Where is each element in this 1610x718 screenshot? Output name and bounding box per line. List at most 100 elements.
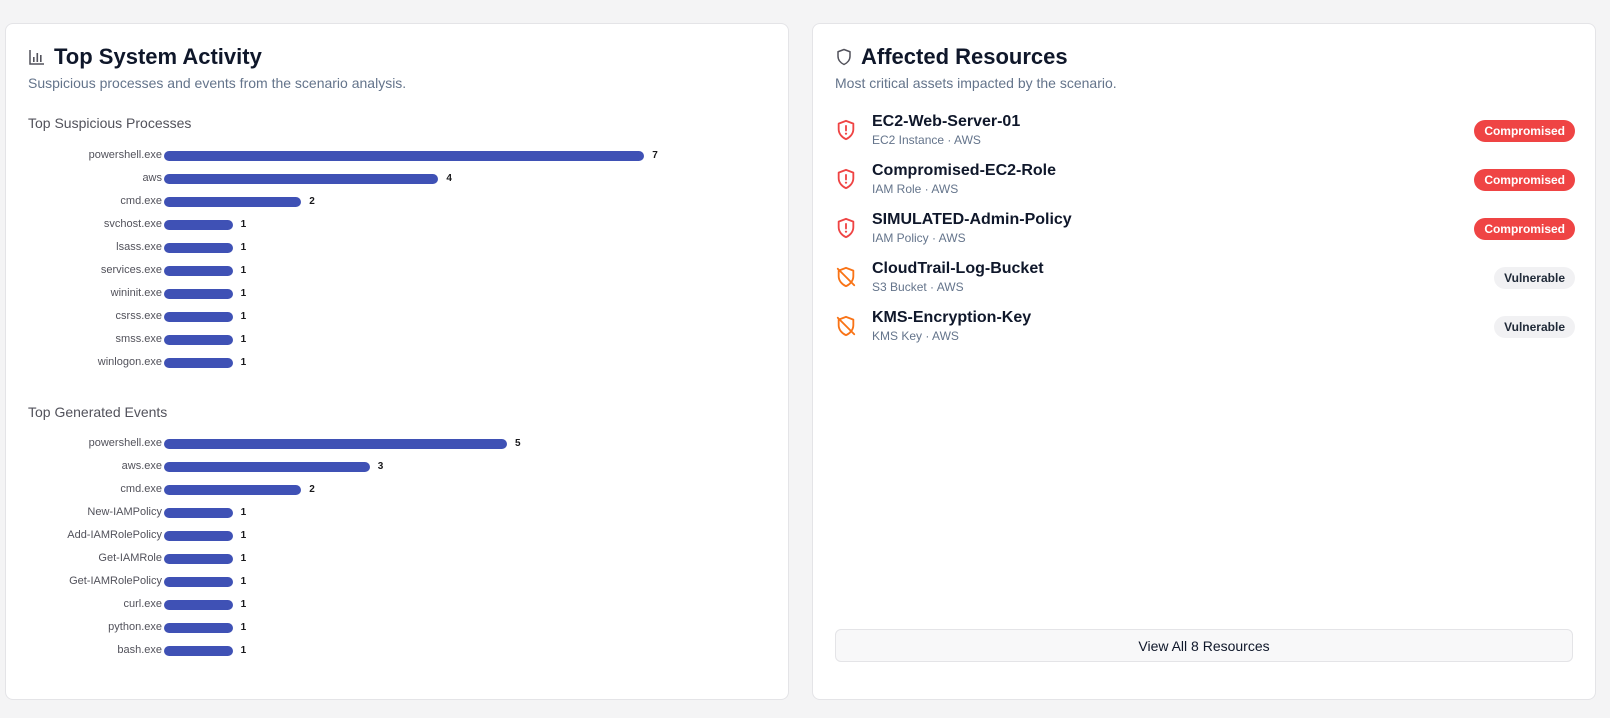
resource-meta: KMS Key · AWS [872,329,959,343]
bar-value-label: 2 [309,484,315,495]
bar-row: winlogon.exe 1 [6,355,790,378]
bar [164,439,507,449]
resource-item[interactable]: KMS-Encryption-Key KMS Key · AWS Vulnera… [835,307,1575,356]
shield-off-icon [836,266,856,288]
resource-name: KMS-Encryption-Key [872,309,1032,326]
bar-category-label: bash.exe [117,644,162,656]
resources-subtitle: Most critical assets impacted by the sce… [835,75,1117,91]
bar [164,531,233,541]
bar-category-label: curl.exe [123,598,162,610]
bar-row: lsass.exe 1 [6,240,790,263]
activity-subtitle: Suspicious processes and events from the… [28,75,407,91]
processes-chart-title: Top Suspicious Processes [28,115,192,131]
shield-alert-icon [837,217,855,239]
bar-row: powershell.exe 7 [6,148,790,171]
bar-category-label: svchost.exe [103,218,162,230]
bar [164,646,233,656]
bar-category-label: Get-IAMRolePolicy [69,575,162,587]
resources-title: Affected Resources [835,44,1068,70]
bar-row: aws 4 [6,171,790,194]
bar-value-label: 1 [240,311,247,322]
bar-category-label: powershell.exe [88,149,162,161]
bar-category-label: Add-IAMRolePolicy [67,529,162,541]
bar-category-label: services.exe [100,264,162,276]
shield-alert-icon [837,119,855,141]
bar-row: services.exe 1 [6,263,790,286]
bar-row: New-IAMPolicy 1 [6,505,790,528]
bar [164,266,233,276]
bar-category-label: csrss.exe [115,310,162,322]
bar-value-label: 1 [240,288,247,299]
events-chart: powershell.exe 5 aws.exe 3 cmd.exe 2 New-IAMPo… [6,436,790,666]
bar-row: Add-IAMRolePolicy 1 [6,528,790,551]
processes-chart: powershell.exe 7 aws 4 cmd.exe 2 svchost.exe 1 l… [6,148,790,378]
resource-meta: EC2 Instance · AWS [872,133,981,147]
bar-value-label: 4 [446,173,452,184]
bar-value-label: 1 [240,530,247,541]
bar-value-label: 1 [240,576,247,587]
resource-meta: S3 Bucket · AWS [872,280,964,294]
bar-value-label: 1 [240,334,247,345]
bar-value-label: 1 [240,507,247,518]
bar [164,243,233,253]
bar-value-label: 1 [240,622,247,633]
bar-value-label: 1 [240,357,247,368]
status-badge: Compromised [1474,120,1575,142]
bar-value-label: 1 [240,242,247,253]
bar-category-label: lsass.exe [116,241,162,253]
bar-category-label: winlogon.exe [97,356,162,368]
bar [164,485,302,495]
bar [164,462,370,472]
events-chart-title: Top Generated Events [28,404,168,420]
view-all-resources-button[interactable]: View All 8 Resources [835,629,1573,662]
resource-meta: IAM Role · AWS [872,182,959,196]
resource-name: CloudTrail-Log-Bucket [872,260,1044,277]
bar-value-label: 2 [309,196,315,207]
top-system-activity-card: Top System Activity Suspicious processes… [5,23,789,700]
bar [164,174,439,184]
bar-row: svchost.exe 1 [6,217,790,240]
bar-chart-icon [29,50,44,65]
bar [164,220,233,230]
status-badge: Compromised [1474,169,1575,191]
bar-row: powershell.exe 5 [6,436,790,459]
resource-item[interactable]: CloudTrail-Log-Bucket S3 Bucket · AWS Vu… [835,258,1575,307]
resource-name: SIMULATED-Admin-Policy [872,211,1072,228]
bar-row: csrss.exe 1 [6,309,790,332]
status-badge: Vulnerable [1494,267,1575,289]
bar-category-label: powershell.exe [88,437,162,449]
bar-row: python.exe 1 [6,620,790,643]
bar-category-label: smss.exe [115,333,162,345]
bar [164,335,233,345]
bar [164,600,233,610]
bar-category-label: Get-IAMRole [98,552,162,564]
bar [164,577,233,587]
status-badge: Compromised [1474,218,1575,240]
bar [164,508,233,518]
bar-category-label: New-IAMPolicy [87,506,162,518]
bar [164,312,233,322]
activity-title: Top System Activity [28,44,262,70]
bar-value-label: 5 [515,438,521,449]
bar-row: Get-IAMRole 1 [6,551,790,574]
bar-category-label: cmd.exe [120,195,162,207]
bar-value-label: 7 [652,150,658,161]
bar [164,151,645,161]
bar-row: aws.exe 3 [6,459,790,482]
bar-category-label: aws [142,172,162,184]
resource-name: EC2-Web-Server-01 [872,113,1021,130]
affected-resources-card: Affected Resources Most critical assets … [812,23,1596,700]
activity-title-text: Top System Activity [54,44,262,69]
bar-value-label: 3 [377,461,384,472]
resource-item[interactable]: SIMULATED-Admin-Policy IAM Policy · AWS … [835,209,1575,258]
bar-category-label: wininit.exe [110,287,162,299]
shield-off-icon [836,315,856,337]
resources-title-text: Affected Resources [861,44,1068,69]
bar-row: cmd.exe 2 [6,194,790,217]
status-badge: Vulnerable [1494,316,1575,338]
bar-value-label: 1 [240,265,247,276]
bar-row: curl.exe 1 [6,597,790,620]
resource-item[interactable]: EC2-Web-Server-01 EC2 Instance · AWS Com… [835,111,1575,160]
resource-item[interactable]: Compromised-EC2-Role IAM Role · AWS Comp… [835,160,1575,209]
resource-meta: IAM Policy · AWS [872,231,966,245]
